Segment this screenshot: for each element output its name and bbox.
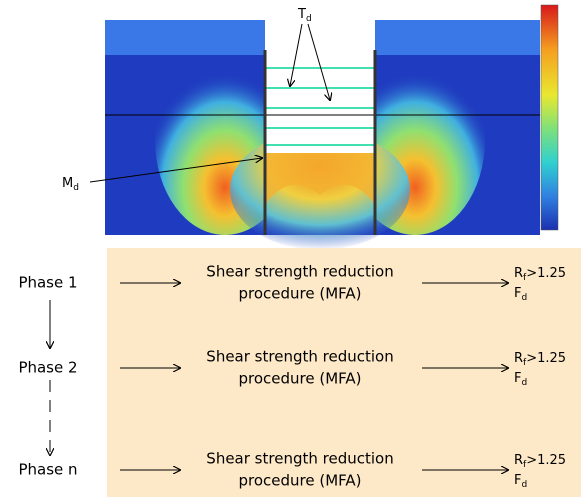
procedure-text: Shear strength reduction bbox=[206, 450, 393, 468]
procedure-text: procedure (MFA) bbox=[238, 370, 361, 388]
procedure-text: Shear strength reduction bbox=[206, 348, 393, 366]
phase-label: Phase 1 bbox=[18, 274, 77, 292]
procedure-text: procedure (MFA) bbox=[238, 472, 361, 490]
phase-label: Phase 2 bbox=[18, 359, 77, 377]
procedure-text: Shear strength reduction bbox=[206, 263, 393, 281]
diagram: Td Md Phase 1Shear strength reductionpro… bbox=[0, 0, 581, 497]
phase-label: Phase n bbox=[18, 461, 77, 479]
result-criterion: Rf>1.25 bbox=[514, 453, 566, 470]
procedure-text: procedure (MFA) bbox=[238, 285, 361, 303]
result-criterion: Rf>1.25 bbox=[514, 266, 566, 283]
result-criterion: Rf>1.25 bbox=[514, 351, 566, 368]
contour-plot bbox=[105, 5, 558, 250]
md-label: Md bbox=[62, 176, 79, 193]
